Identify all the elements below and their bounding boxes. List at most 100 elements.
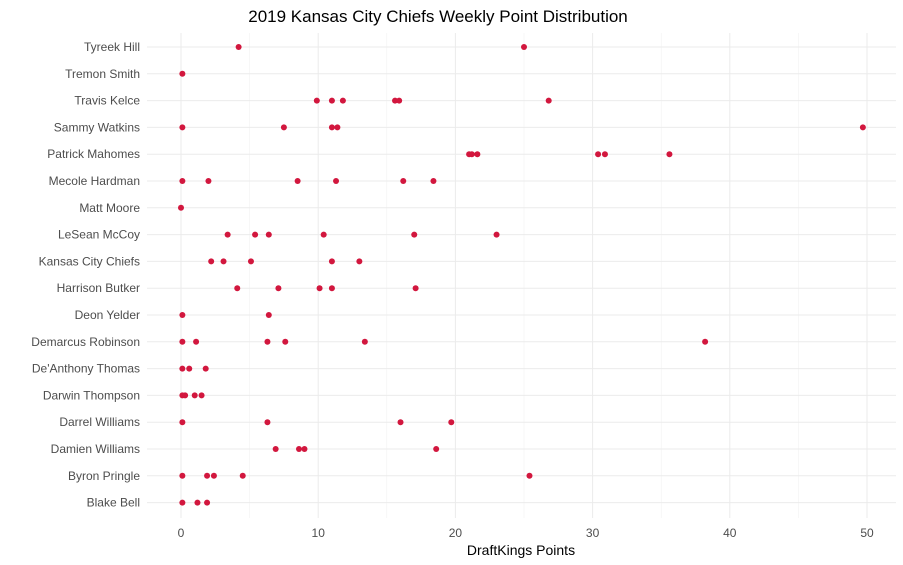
data-point xyxy=(265,312,272,318)
data-point xyxy=(210,472,217,479)
y-category-label: Tyreek Hill xyxy=(84,40,140,54)
data-point xyxy=(235,44,242,50)
data-point xyxy=(265,231,272,238)
data-point xyxy=(320,231,327,238)
data-point xyxy=(275,285,282,292)
data-point xyxy=(430,178,437,184)
data-point xyxy=(412,285,419,292)
data-point xyxy=(179,312,186,318)
data-point xyxy=(179,70,186,77)
y-category-label: Byron Pringle xyxy=(68,469,140,483)
data-point xyxy=(328,258,335,265)
x-tick-label: 0 xyxy=(178,526,185,540)
y-category-label: LeSean McCoy xyxy=(58,228,140,242)
data-point xyxy=(301,446,308,452)
data-point xyxy=(224,231,231,238)
data-point xyxy=(361,338,368,345)
data-point xyxy=(178,204,184,211)
x-axis-ticks: 0 10 20 30 40 50 xyxy=(178,526,874,540)
data-point xyxy=(264,419,271,426)
y-category-label: Harrison Butker xyxy=(57,281,140,295)
data-point xyxy=(179,472,186,479)
data-point xyxy=(328,97,335,104)
data-point xyxy=(204,499,211,506)
data-point xyxy=(448,419,455,426)
data-point xyxy=(468,151,475,158)
y-axis-labels: Tyreek Hill Tremon Smith Travis Kelce Sammy… xyxy=(31,40,140,510)
chart-title: 2019 Kansas City Chiefs Weekly Point Dis… xyxy=(248,7,628,26)
y-category-label: Blake Bell xyxy=(87,496,140,510)
x-tick-label: 40 xyxy=(723,526,737,540)
data-point xyxy=(702,338,709,345)
data-point xyxy=(234,285,241,292)
data-point xyxy=(521,44,527,50)
data-point xyxy=(474,151,481,158)
data-point xyxy=(328,285,335,292)
data-point xyxy=(205,178,212,184)
x-tick-label: 50 xyxy=(860,526,874,540)
data-point xyxy=(356,258,363,265)
data-point xyxy=(295,446,302,452)
data-point xyxy=(397,419,404,426)
data-point xyxy=(198,392,205,399)
data-point xyxy=(294,178,301,184)
data-point xyxy=(264,338,271,345)
data-point xyxy=(272,446,279,452)
data-point xyxy=(179,365,186,372)
y-category-label: Patrick Mahomes xyxy=(47,147,140,161)
y-category-label: Travis Kelce xyxy=(74,94,140,108)
data-point xyxy=(179,499,186,506)
y-category-label: Matt Moore xyxy=(79,201,140,215)
data-point xyxy=(859,124,866,131)
data-point xyxy=(194,499,201,506)
data-point xyxy=(545,97,552,104)
y-category-label: Tremon Smith xyxy=(65,67,140,81)
data-point xyxy=(280,124,287,131)
data-point xyxy=(666,151,673,158)
data-point xyxy=(334,124,341,131)
y-category-label: Damien Williams xyxy=(51,442,140,456)
x-tick-label: 10 xyxy=(312,526,326,540)
data-point xyxy=(239,472,246,479)
x-axis-title: DraftKings Points xyxy=(467,542,575,558)
data-point xyxy=(220,258,227,265)
data-point xyxy=(202,365,209,372)
data-point xyxy=(433,446,440,452)
chart-points xyxy=(178,44,866,506)
data-point xyxy=(179,124,186,131)
data-point xyxy=(186,365,193,372)
data-point xyxy=(339,97,346,104)
y-category-label: De'Anthony Thomas xyxy=(32,362,140,376)
data-point xyxy=(396,97,403,104)
data-point xyxy=(204,472,211,479)
data-point xyxy=(179,338,186,345)
data-point xyxy=(328,124,335,131)
y-category-label: Kansas City Chiefs xyxy=(39,254,140,268)
y-category-label: Deon Yelder xyxy=(75,308,140,322)
data-point xyxy=(526,472,533,479)
y-category-label: Darwin Thompson xyxy=(43,388,140,402)
data-point xyxy=(252,231,259,238)
data-point xyxy=(182,392,189,399)
data-point xyxy=(595,151,602,158)
data-point xyxy=(493,231,500,238)
x-tick-label: 30 xyxy=(586,526,600,540)
data-point xyxy=(193,338,200,345)
data-point xyxy=(333,178,340,184)
y-category-label: Darrel Williams xyxy=(59,415,140,429)
data-point xyxy=(282,338,289,345)
data-point xyxy=(208,258,215,265)
data-point xyxy=(247,258,254,265)
y-category-label: Mecole Hardman xyxy=(49,174,140,188)
data-point xyxy=(601,151,608,158)
y-category-label: Sammy Watkins xyxy=(54,120,140,134)
chart-grid xyxy=(147,33,896,518)
data-point xyxy=(179,419,186,426)
data-point xyxy=(392,97,399,104)
data-point xyxy=(313,97,320,104)
data-point xyxy=(179,178,186,184)
data-point xyxy=(400,178,407,184)
data-point xyxy=(411,231,418,238)
data-point xyxy=(191,392,198,399)
